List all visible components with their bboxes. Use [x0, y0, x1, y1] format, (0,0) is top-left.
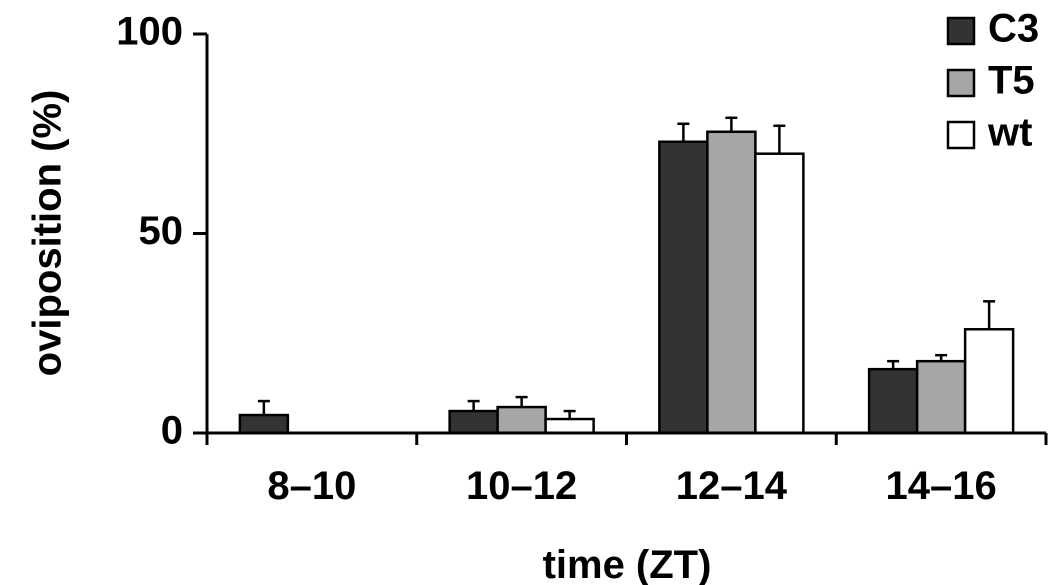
- x-tick-label: 12–14: [676, 464, 788, 508]
- legend-swatch-wt: [946, 120, 976, 150]
- bar-wt-2: [754, 152, 805, 435]
- x-ticks: 8–10 10–12 12–14 14–16: [205, 433, 1048, 508]
- legend-label-T5: T5: [988, 59, 1035, 103]
- bar-C3-3: [867, 367, 919, 435]
- y-tick-label: 0: [161, 409, 183, 453]
- y-axis-title: oviposition (%): [26, 90, 70, 377]
- x-tick-label: 14–16: [886, 464, 997, 508]
- bar-C3-0: [238, 413, 290, 435]
- bars-layer: [238, 130, 1015, 435]
- bar-T5-1: [496, 405, 547, 435]
- bar-C3-1: [448, 409, 499, 435]
- legend-swatch-T5: [946, 68, 976, 98]
- legend-label-C3: C3: [988, 7, 1039, 51]
- x-tick-label: 8–10: [267, 464, 356, 508]
- bar-T5-2: [706, 130, 757, 435]
- legend-swatch-C3: [946, 16, 976, 46]
- y-tick-label: 50: [139, 209, 184, 253]
- bar-wt-1: [544, 417, 595, 435]
- y-tick-label: 100: [116, 10, 183, 54]
- y-ticks: 0 50 100: [116, 10, 207, 453]
- error-bars-layer: [257, 116, 996, 420]
- bar-T5-3: [915, 359, 967, 435]
- legend-label-wt: wt: [987, 111, 1032, 155]
- legend: C3 T5 wt: [946, 7, 1039, 155]
- bar-C3-2: [658, 140, 709, 435]
- bar-wt-3: [963, 328, 1015, 435]
- x-axis-title: time (ZT): [543, 543, 712, 585]
- x-tick-label: 10–12: [466, 464, 577, 508]
